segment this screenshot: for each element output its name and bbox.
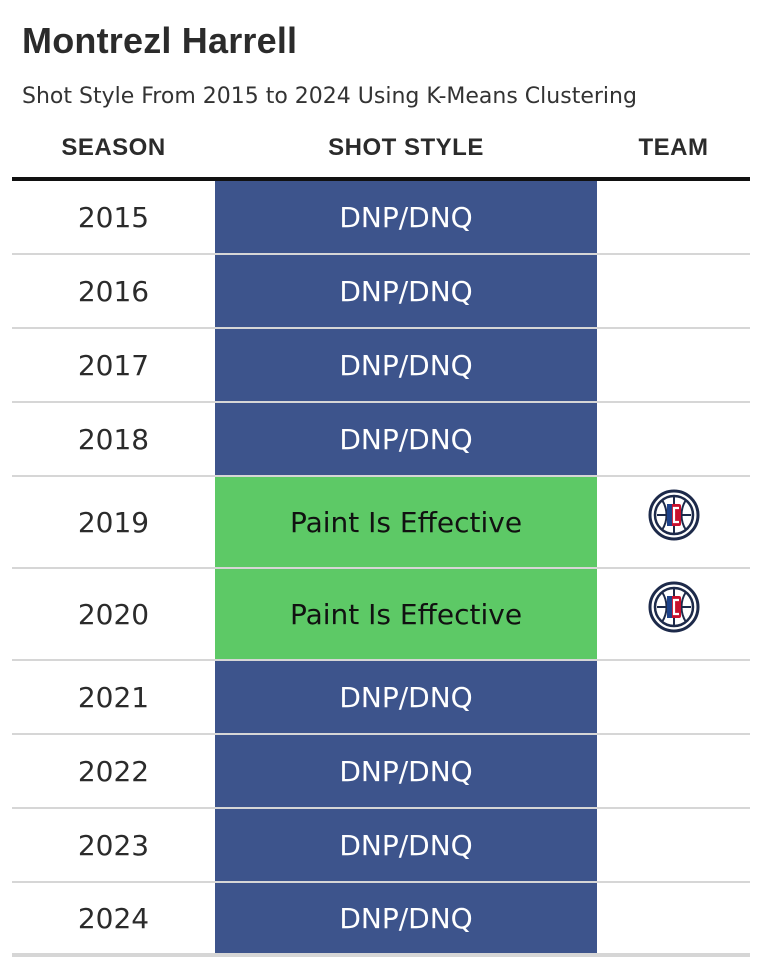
season-cell: 2022 <box>77 754 150 788</box>
shot-style-cell: Paint Is Effective <box>215 477 597 567</box>
team-cell <box>597 181 750 253</box>
season-cell: 2015 <box>77 200 150 234</box>
table-row: 2019 Paint Is Effective <box>12 477 750 569</box>
clippers-logo-icon <box>648 489 700 541</box>
shot-style-cell: Paint Is Effective <box>215 569 597 659</box>
shot-style-column-header: SHOT STYLE <box>328 134 484 161</box>
team-cell <box>597 661 750 733</box>
season-column-header: SEASON <box>61 134 166 161</box>
shot-style-cell: DNP/DNQ <box>215 661 597 733</box>
team-cell <box>597 477 750 567</box>
team-cell <box>597 735 750 807</box>
shot-style-cell: DNP/DNQ <box>215 735 597 807</box>
table-row: 2024 DNP/DNQ <box>12 883 750 957</box>
season-cell: 2019 <box>77 505 150 539</box>
clippers-logo-icon <box>648 581 700 633</box>
table-row: 2022 DNP/DNQ <box>12 735 750 809</box>
team-cell <box>597 329 750 401</box>
table-row: 2021 DNP/DNQ <box>12 661 750 735</box>
season-cell: 2020 <box>77 597 150 631</box>
shot-style-cell: DNP/DNQ <box>215 181 597 253</box>
season-cell: 2016 <box>77 274 150 308</box>
table-row: 2016 DNP/DNQ <box>12 255 750 329</box>
season-cell: 2023 <box>77 828 150 862</box>
team-cell <box>597 403 750 475</box>
shot-style-cell: DNP/DNQ <box>215 255 597 327</box>
table-row: 2020 Paint Is Effective <box>12 569 750 661</box>
shot-style-cell: DNP/DNQ <box>215 883 597 953</box>
team-cell <box>597 255 750 327</box>
season-cell: 2024 <box>77 901 150 935</box>
chart-subtitle: Shot Style From 2015 to 2024 Using K-Mea… <box>22 84 637 109</box>
shot-style-cell: DNP/DNQ <box>215 403 597 475</box>
header-divider <box>12 177 750 181</box>
table-row: 2017 DNP/DNQ <box>12 329 750 403</box>
team-cell <box>597 883 750 953</box>
team-column-header: TEAM <box>638 134 709 161</box>
table-row: 2015 DNP/DNQ <box>12 181 750 255</box>
season-cell: 2017 <box>77 348 150 382</box>
season-cell: 2018 <box>77 422 150 456</box>
team-cell <box>597 569 750 659</box>
table-row: 2023 DNP/DNQ <box>12 809 750 883</box>
team-cell <box>597 809 750 881</box>
shot-style-cell: DNP/DNQ <box>215 809 597 881</box>
table-row: 2018 DNP/DNQ <box>12 403 750 477</box>
shot-style-table: 2015 DNP/DNQ 2016 DNP/DNQ 2017 DNP/DNQ 2018 DNP… <box>12 181 750 957</box>
chart-title: Montrezl Harrell <box>22 20 298 61</box>
season-cell: 2021 <box>77 680 150 714</box>
shot-style-cell: DNP/DNQ <box>215 329 597 401</box>
